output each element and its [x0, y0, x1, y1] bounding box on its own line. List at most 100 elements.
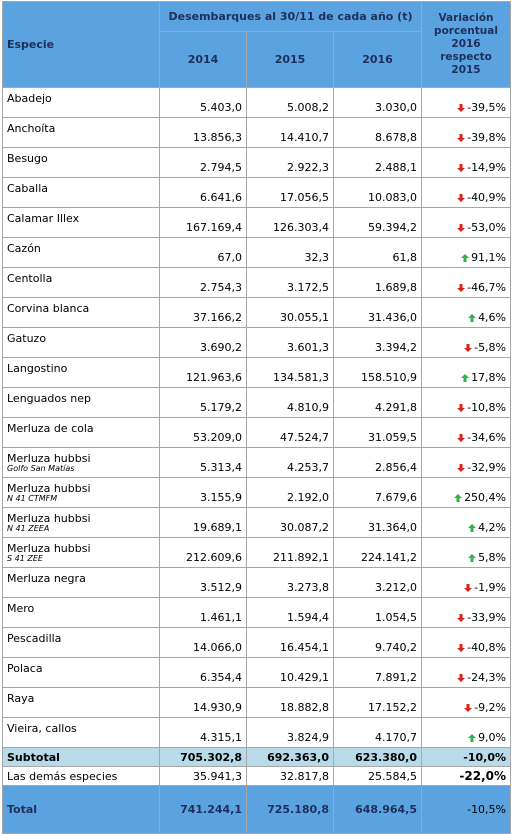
value-cell: 6.641,6 — [159, 177, 247, 208]
value-cell: 3.212,0 — [332, 567, 423, 598]
species-cell: Caballa — [2, 177, 160, 208]
variation-value: 4,2% — [478, 521, 507, 534]
table-row: Las demás especies 35.941,3 32.817,8 25.584… — [2, 766, 512, 786]
value-cell: 3.512,9 — [159, 567, 247, 598]
species-note: N 41 CTMFM — [7, 494, 58, 503]
variation-value: 9,0% — [478, 731, 507, 744]
value-cell: 3.601,3 — [246, 327, 334, 358]
value-cell: 14.410,7 — [246, 117, 334, 148]
species-cell: Raya — [2, 687, 160, 718]
year-header: 2015 — [246, 31, 334, 88]
species-name: Merluza hubbsi — [7, 542, 91, 555]
species-name: Langostino — [7, 362, 68, 375]
variation-value: 5,8% — [478, 551, 507, 564]
species-cell: Vieira, callos — [2, 717, 160, 748]
trend-arrow — [457, 284, 466, 292]
table-row: Centolla 2.754,3 3.172,5 1.689,8 -46,7% — [2, 267, 512, 298]
species-cell: Merluza hubbsi S 41 ZEE — [2, 537, 160, 568]
table-row: Abadejo 5.403,0 5.008,2 3.030,0 -39,5% — [2, 87, 512, 118]
value-cell: 31.436,0 — [332, 297, 423, 328]
species-cell: Mero — [2, 597, 160, 628]
variation-cell: -9,2% — [421, 687, 512, 718]
variation-cell: -24,3% — [421, 657, 512, 688]
species-name: Calamar Illex — [7, 212, 80, 225]
species-cell: Lenguados nep — [2, 387, 160, 418]
value-cell: 3.273,8 — [246, 567, 334, 598]
value-cell: 5.179,2 — [159, 387, 247, 418]
value-cell: 31.059,5 — [332, 417, 423, 448]
table-row: Vieira, callos 4.315,1 3.824,9 4.170,7 9,0% — [2, 717, 512, 748]
value-cell: 4.253,7 — [246, 447, 334, 478]
species-cell: Anchoíta — [2, 117, 160, 148]
variation-cell: -5,8% — [421, 327, 512, 358]
trend-arrow — [457, 644, 466, 652]
variation-cell: -40,9% — [421, 177, 512, 208]
variation-cell: -33,9% — [421, 597, 512, 628]
table-row: Merluza hubbsi N 41 CTMFM 3.155,9 2.192,0 7.… — [2, 477, 512, 508]
variation-cell: 9,0% — [421, 717, 512, 748]
table-row: Polaca 6.354,4 10.429,1 7.891,2 -24,3% — [2, 657, 512, 688]
variation-cell: 4,2% — [421, 507, 512, 538]
species-cell: Merluza de cola — [2, 417, 160, 448]
trend-arrow — [457, 104, 466, 112]
value-cell: 2.922,3 — [246, 147, 334, 178]
variation-cell: -32,9% — [421, 447, 512, 478]
species-note: Golfo San Matías — [7, 464, 75, 473]
trend-arrow — [468, 734, 477, 742]
value-cell: 4.810,9 — [246, 387, 334, 418]
variation-cell: -10,0% — [421, 747, 512, 767]
value-cell: 18.882,8 — [246, 687, 334, 718]
table-row: Pescadilla 14.066,0 16.454,1 9.740,2 -40,8% — [2, 627, 512, 658]
value-cell: 47.524,7 — [246, 417, 334, 448]
species-name: Caballa — [7, 182, 48, 195]
table-row: Total 741.244,1 725.180,8 648.964,5 -10,5% — [2, 785, 512, 834]
variation-value: 4,6% — [478, 311, 507, 324]
species-cell: Besugo — [2, 147, 160, 178]
variation-cell: -39,5% — [421, 87, 512, 118]
value-cell: 3.155,9 — [159, 477, 247, 508]
trend-arrow — [457, 404, 466, 412]
trend-arrow — [457, 614, 466, 622]
value-cell: 126.303,4 — [246, 207, 334, 238]
species-name: Corvina blanca — [7, 302, 90, 315]
table-row: Subtotal 705.302,8 692.363,0 623.380,0 -10,0… — [2, 747, 512, 767]
species-header: Especie — [2, 1, 160, 88]
value-cell: 14.066,0 — [159, 627, 247, 658]
table-row: Raya 14.930,9 18.882,8 17.152,2 -9,2% — [2, 687, 512, 718]
value-cell: 224.141,2 — [332, 537, 423, 568]
species-cell: Calamar Illex — [2, 207, 160, 238]
trend-arrow — [468, 554, 477, 562]
table-row: Anchoíta 13.856,3 14.410,7 8.678,8 -39,8% — [2, 117, 512, 148]
trend-arrow — [468, 524, 477, 532]
variation-cell: -10,5% — [421, 785, 512, 834]
variation-cell: -34,6% — [421, 417, 512, 448]
value-cell: 211.892,1 — [246, 537, 334, 568]
variation-value: -1,9% — [474, 581, 507, 594]
variation-value: -9,2% — [474, 701, 507, 714]
species-name: Gatuzo — [7, 332, 47, 345]
value-cell: 692.363,0 — [246, 747, 334, 767]
species-cell: Merluza negra — [2, 567, 160, 598]
value-cell: 2.856,4 — [332, 447, 423, 478]
value-cell: 10.083,0 — [332, 177, 423, 208]
variation-cell: 5,8% — [421, 537, 512, 568]
species-cell: Merluza hubbsi N 41 CTMFM — [2, 477, 160, 508]
variation-value: -10,8% — [467, 401, 507, 414]
variation-value: -22,0% — [459, 769, 507, 783]
variation-value: -39,8% — [467, 131, 507, 144]
trend-arrow — [457, 434, 466, 442]
value-cell: 212.609,6 — [159, 537, 247, 568]
value-cell: 725.180,8 — [246, 785, 334, 834]
variation-value: -34,6% — [467, 431, 507, 444]
table-row: Gatuzo 3.690,2 3.601,3 3.394,2 -5,8% — [2, 327, 512, 358]
value-cell: 30.087,2 — [246, 507, 334, 538]
value-cell: 1.461,1 — [159, 597, 247, 628]
species-cell: Las demás especies — [2, 766, 160, 786]
table-row: Cazón 67,0 32,3 61,8 91,1% — [2, 237, 512, 268]
value-cell: 3.172,5 — [246, 267, 334, 298]
trend-arrow — [457, 194, 466, 202]
value-cell: 25.584,5 — [332, 766, 423, 786]
table-row: Calamar Illex 167.169,4 126.303,4 59.394,2 -… — [2, 207, 512, 238]
